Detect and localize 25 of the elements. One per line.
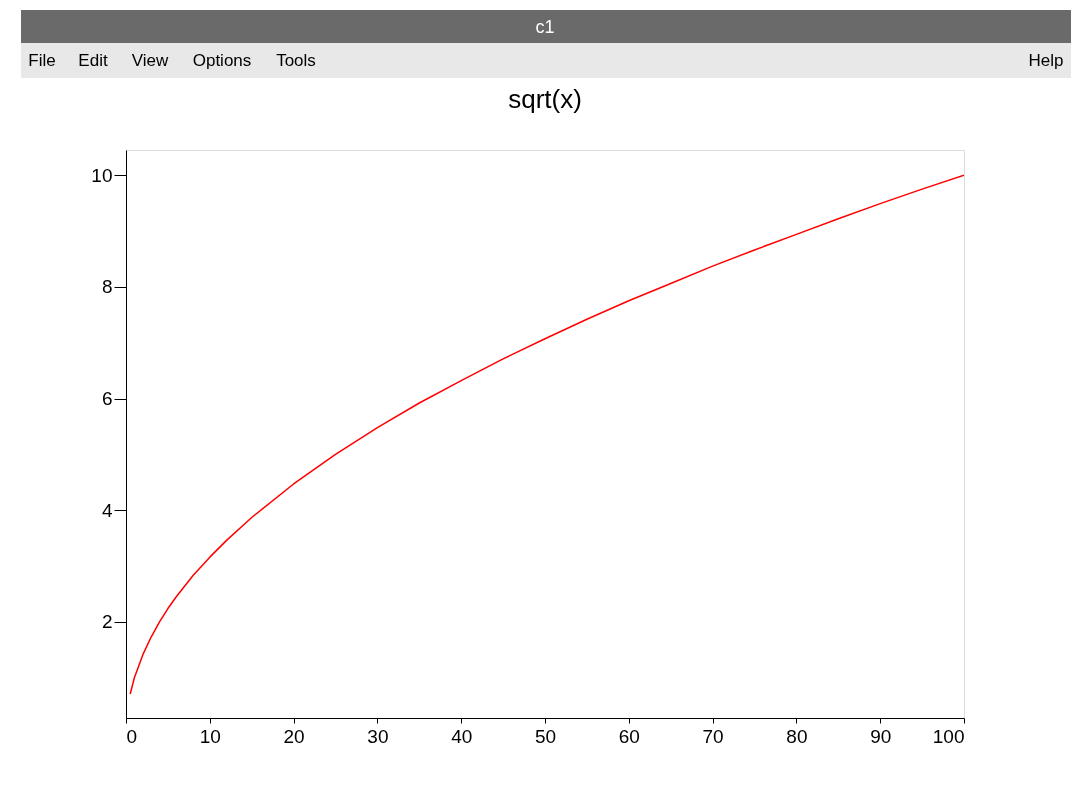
- x-tick-label: 0: [126, 725, 138, 747]
- x-tick-label: 90: [870, 725, 892, 747]
- x-tick-label: 20: [283, 725, 305, 747]
- text: Help: [1028, 51, 1064, 70]
- y-tick-label: 4: [101, 499, 113, 521]
- y-tick-label: 2: [101, 611, 113, 633]
- x-tick-label: 30: [367, 725, 389, 747]
- y-tick-label: 8: [101, 276, 113, 298]
- line-series: [129, 174, 964, 695]
- text: View: [131, 51, 169, 70]
- text: File: [28, 51, 56, 70]
- x-tick-label: 70: [702, 725, 724, 747]
- x-tick-label: 60: [618, 725, 640, 747]
- text: c1: [535, 17, 555, 37]
- text: Options: [192, 51, 252, 70]
- chart-title: sqrt(x): [508, 84, 582, 114]
- y-tick-label: 6: [101, 388, 113, 410]
- y-tick-label: 10: [91, 164, 113, 186]
- text: Tools: [276, 51, 316, 70]
- x-tick-label: 80: [786, 725, 808, 747]
- x-tick-label: 50: [534, 725, 557, 747]
- x-tick-label: 40: [451, 725, 473, 747]
- x-tick-label: 100: [932, 725, 965, 747]
- text: Edit: [78, 51, 108, 70]
- x-tick-label: 10: [199, 725, 221, 747]
